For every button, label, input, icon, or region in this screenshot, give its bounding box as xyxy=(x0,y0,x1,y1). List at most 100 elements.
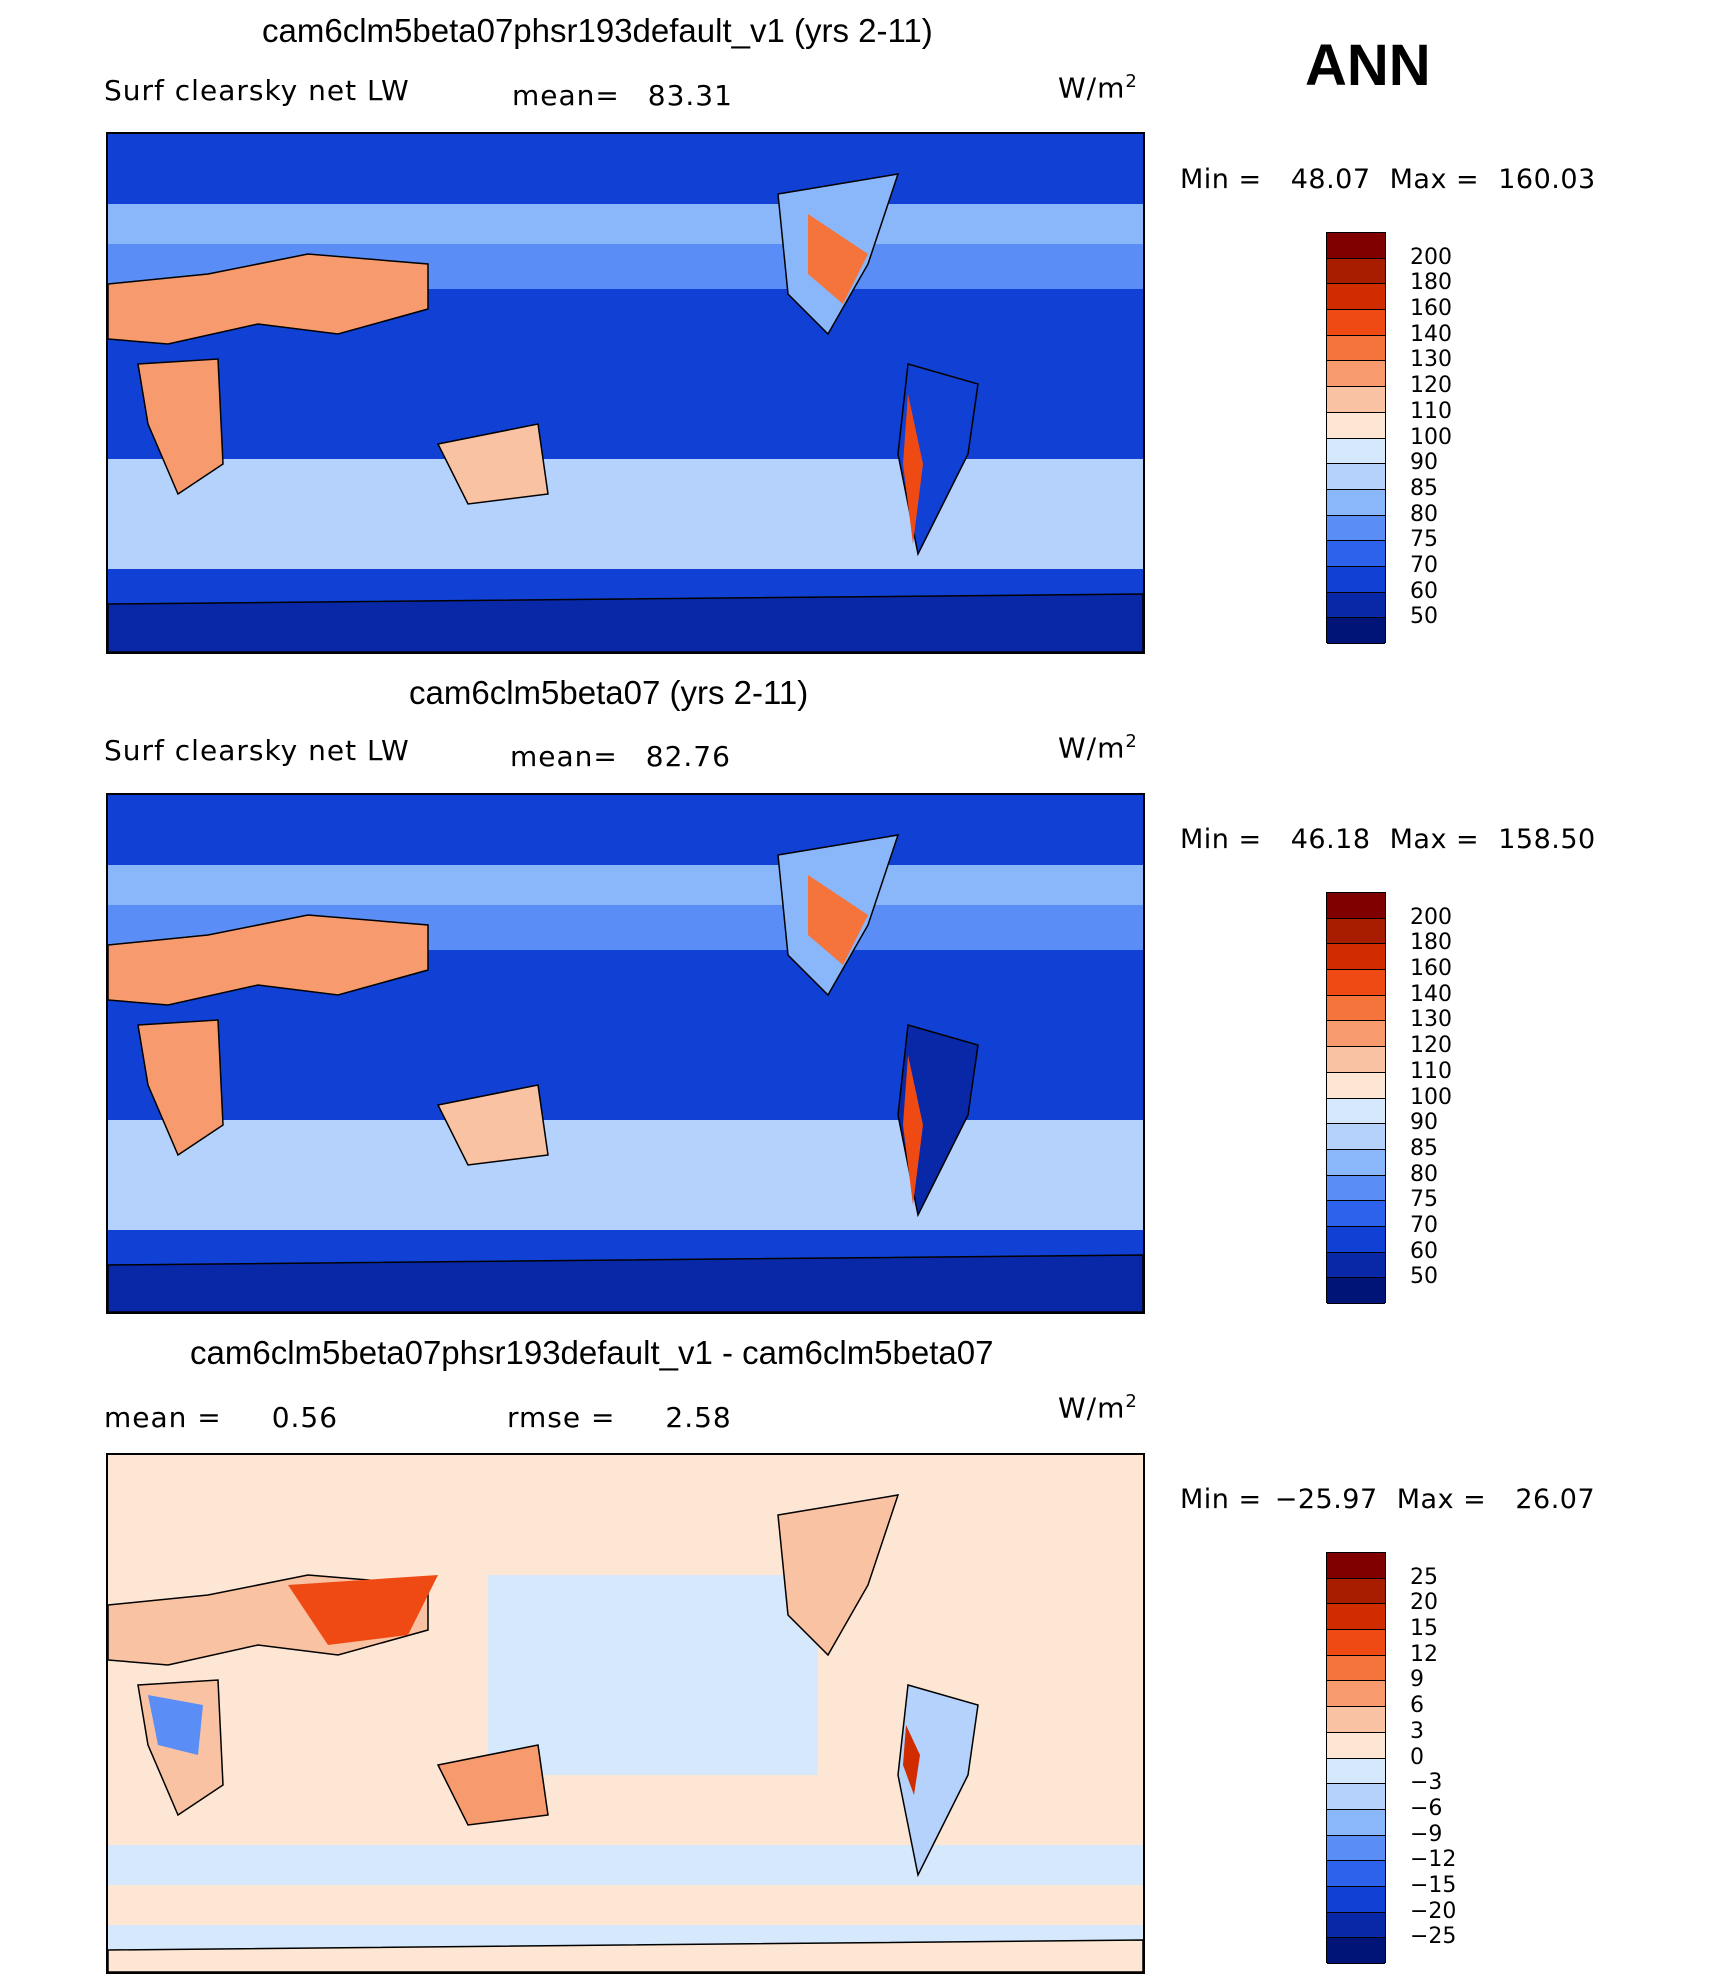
colorbar-box xyxy=(1327,1784,1385,1810)
colorbar-tick-label: 120 xyxy=(1410,1033,1452,1059)
colorbar-tick-label: −12 xyxy=(1410,1847,1457,1873)
min-label: Min = xyxy=(1180,1484,1262,1515)
colorbar-tick-label: 25 xyxy=(1410,1564,1438,1590)
colorbar-box xyxy=(1327,1175,1385,1202)
colorbar-tick-label: 70 xyxy=(1410,552,1438,578)
north-america-land xyxy=(777,1494,900,1657)
colorbar-tick-label: 180 xyxy=(1410,270,1452,296)
panel1-mean: mean= 83.31 xyxy=(512,79,733,112)
africa-negative-anomaly xyxy=(148,1695,203,1755)
antarctica-land xyxy=(108,593,1143,652)
panel2-title: cam6clm5beta07 (yrs 2-11) xyxy=(409,674,809,711)
colorbar-tick-label: 130 xyxy=(1410,347,1452,373)
panel3-title: cam6clm5beta07phsr193default_v1 - cam6cl… xyxy=(190,1334,994,1371)
colorbar-box xyxy=(1327,995,1385,1022)
southern-ocean-negative-band xyxy=(108,1845,1143,1885)
colorbar-tick-label: 85 xyxy=(1410,1135,1438,1161)
panel1-units: W/m2 xyxy=(1058,71,1138,104)
north-midlat-band xyxy=(108,204,1143,244)
colorbar-box xyxy=(1327,1578,1385,1605)
colorbar-tick-label: 75 xyxy=(1410,527,1438,553)
north-america-west-hot xyxy=(808,875,868,965)
panel1-minmax: Min = 48.07 Max = 160.03 xyxy=(1180,164,1596,195)
units-exponent: 2 xyxy=(1125,731,1138,752)
eurasia-africa-north-land xyxy=(108,914,429,1006)
arctic-band xyxy=(108,795,1143,865)
colorbar-tick-label: 80 xyxy=(1410,501,1438,527)
colorbar-box xyxy=(1327,1201,1385,1227)
colorbar-tick-label: 110 xyxy=(1410,1058,1452,1084)
colorbar-tick-label: 15 xyxy=(1410,1616,1438,1642)
colorbar-box xyxy=(1327,1707,1385,1733)
south-midlat-band xyxy=(108,1120,1143,1230)
colorbar-tick-label: −25 xyxy=(1410,1924,1457,1950)
colorbar-box xyxy=(1327,489,1385,516)
north-america-west-hot xyxy=(808,214,868,304)
colorbar-tick-label: 110 xyxy=(1410,398,1452,424)
pacific-negative-area xyxy=(488,1575,818,1775)
panel3-map-svg xyxy=(108,1455,1143,1972)
africa-south-land xyxy=(137,358,224,496)
season-label: ANN xyxy=(1305,33,1431,98)
colorbar-tick-label: 12 xyxy=(1410,1641,1438,1667)
andes-hot xyxy=(903,394,923,544)
units-base: W/m xyxy=(1058,731,1126,765)
colorbar-tick-label: 6 xyxy=(1410,1693,1424,1719)
colorbar-box xyxy=(1327,918,1385,945)
panel1-map xyxy=(106,132,1145,654)
panel1-mean-label: mean= xyxy=(512,79,620,112)
colorbar-box xyxy=(1327,1835,1385,1862)
colorbar-tick-label: 180 xyxy=(1410,930,1452,956)
colorbar-box xyxy=(1327,1226,1385,1253)
antarctica-land xyxy=(108,1939,1143,1972)
panel2-variable: Surf clearsky net LW xyxy=(104,734,410,767)
max-label: Max = xyxy=(1389,164,1480,195)
colorbar-tick-label: 9 xyxy=(1410,1667,1424,1693)
panel3-minmax: Min = −25.97 Max = 26.07 xyxy=(1180,1484,1595,1515)
colorbar-box xyxy=(1327,464,1385,490)
panel2-mean: mean= 82.76 xyxy=(510,740,731,773)
colorbar-box xyxy=(1327,310,1385,336)
colorbar-tick-label: −15 xyxy=(1410,1872,1457,1898)
australia-land xyxy=(436,423,549,505)
colorbar-box xyxy=(1327,1149,1385,1176)
max-value: 160.03 xyxy=(1498,164,1596,195)
max-value: 158.50 xyxy=(1498,824,1596,855)
colorbar-box xyxy=(1327,1861,1385,1887)
panel3-map xyxy=(106,1453,1145,1974)
colorbar-box xyxy=(1327,1047,1385,1073)
max-value: 26.07 xyxy=(1515,1484,1596,1515)
colorbar-box xyxy=(1327,1553,1385,1579)
colorbar-box xyxy=(1327,1630,1385,1656)
colorbar-box xyxy=(1327,1758,1385,1785)
colorbar-tick-label: 20 xyxy=(1410,1590,1438,1616)
panel3-rmse-label: rmse = xyxy=(507,1401,616,1434)
colorbar-box xyxy=(1327,1098,1385,1125)
colorbar-box xyxy=(1327,438,1385,465)
colorbar-box xyxy=(1327,944,1385,971)
colorbar-box xyxy=(1327,1655,1385,1682)
colorbar-tick-label: −3 xyxy=(1410,1770,1443,1796)
colorbar-box xyxy=(1327,1278,1385,1304)
panel2-colorbar xyxy=(1326,892,1386,1304)
panel3-mean-label: mean = xyxy=(104,1401,222,1434)
colorbar-box xyxy=(1327,284,1385,311)
min-value: −25.97 xyxy=(1274,1484,1378,1515)
colorbar-box xyxy=(1327,361,1385,388)
units-base: W/m xyxy=(1058,1391,1126,1425)
panel3-colorbar xyxy=(1326,1552,1386,1964)
panel3-mean-value: 0.56 xyxy=(271,1401,339,1434)
south-america-land xyxy=(897,1684,979,1878)
panel2-minmax: Min = 46.18 Max = 158.50 xyxy=(1180,824,1596,855)
units-base: W/m xyxy=(1058,71,1126,105)
colorbar-tick-label: 60 xyxy=(1410,578,1438,604)
min-value: 46.18 xyxy=(1290,824,1371,855)
colorbar-tick-label: 0 xyxy=(1410,1744,1424,1770)
andes-positive-anomaly xyxy=(903,1725,920,1795)
units-exponent: 2 xyxy=(1125,71,1138,92)
colorbar-tick-label: 70 xyxy=(1410,1212,1438,1238)
colorbar-box xyxy=(1327,1021,1385,1048)
antarctica-land xyxy=(108,1254,1143,1312)
panel1-variable: Surf clearsky net LW xyxy=(104,74,410,107)
colorbar-box xyxy=(1327,893,1385,919)
